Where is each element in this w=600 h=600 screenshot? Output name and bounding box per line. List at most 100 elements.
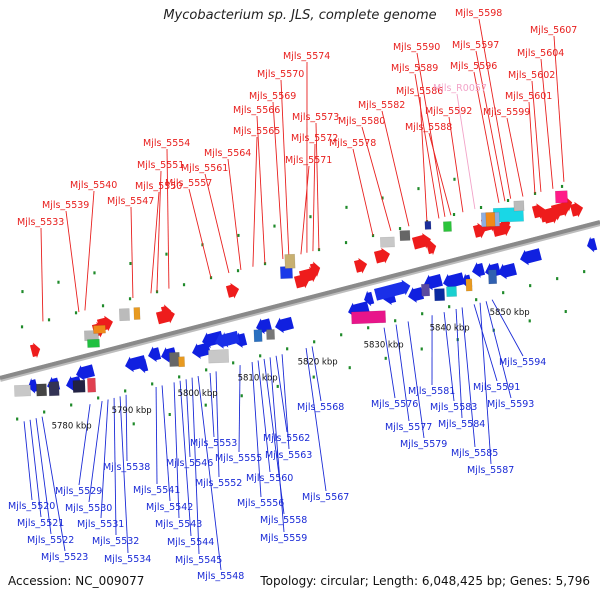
gene-label[interactable]: Mjls_5546 bbox=[166, 458, 213, 469]
reverse-gene-arrow bbox=[364, 290, 375, 307]
gene-label[interactable]: Mjls_5556 bbox=[237, 498, 284, 509]
label-connector bbox=[416, 52, 446, 217]
gene-label[interactable]: Mjls_5533 bbox=[17, 217, 64, 228]
gene-label[interactable]: Mjls_5604 bbox=[517, 48, 564, 59]
gene-label[interactable]: Mjls_5568 bbox=[297, 402, 344, 413]
tick-mark bbox=[97, 396, 100, 400]
tick-mark bbox=[479, 205, 483, 209]
forward-gene-arrow bbox=[160, 304, 172, 320]
gene-label[interactable]: Mjls_5593 bbox=[487, 399, 534, 410]
gene-label[interactable]: Mjls_5597 bbox=[452, 40, 499, 51]
label-connector bbox=[238, 365, 241, 453]
gene-label[interactable]: Mjls_5562 bbox=[263, 433, 310, 444]
gene-label[interactable]: Mjls_5543 bbox=[155, 519, 202, 530]
gene-label[interactable]: Mjls_5572 bbox=[291, 133, 338, 144]
gene-label[interactable]: Mjls_5589 bbox=[391, 63, 438, 74]
gene-label[interactable]: Mjls_5586 bbox=[396, 86, 443, 97]
gene-label[interactable]: Mjls_5551 bbox=[137, 160, 184, 171]
gene-label[interactable]: Mjls_5592 bbox=[425, 106, 472, 117]
gene-label[interactable]: Mjls_5579 bbox=[400, 439, 447, 450]
label-connector bbox=[281, 354, 290, 450]
gene-label[interactable]: Mjls_5582 bbox=[358, 100, 405, 111]
gene-label[interactable]: Mjls_5559 bbox=[260, 533, 307, 544]
tick-mark bbox=[182, 283, 186, 287]
gene-label[interactable]: Mjls_5602 bbox=[508, 70, 555, 81]
gene-label[interactable]: Mjls_5545 bbox=[175, 555, 222, 566]
gene-label[interactable]: Mjls_5523 bbox=[41, 552, 88, 563]
gene-label[interactable]: Mjls_5554 bbox=[143, 138, 190, 149]
gene-label[interactable]: Mjls_5532 bbox=[92, 536, 139, 547]
label-connector bbox=[312, 143, 316, 252]
gene-label[interactable]: Mjls_5584 bbox=[438, 419, 485, 430]
gene-label[interactable]: Mjls_5580 bbox=[338, 116, 385, 127]
gene-label[interactable]: Mjls_5540 bbox=[70, 180, 117, 191]
gene-label[interactable]: Mjls_5590 bbox=[393, 42, 440, 53]
reverse-gene-arrow bbox=[28, 378, 39, 394]
gene-label[interactable]: Mjls_5570 bbox=[257, 69, 304, 80]
gene-label[interactable]: Mjls_5550 bbox=[135, 181, 182, 192]
gene-label[interactable]: Mjls_5591 bbox=[473, 382, 520, 393]
gene-label[interactable]: Mjls_5542 bbox=[146, 502, 193, 513]
gene-label[interactable]: Mjls_5576 bbox=[371, 399, 418, 410]
gene-label[interactable]: Mjls_5573 bbox=[292, 112, 339, 123]
gene-label[interactable]: Mjls_5522 bbox=[27, 535, 74, 546]
gene-label[interactable]: Mjls_5599 bbox=[483, 107, 530, 118]
gene-label[interactable]: Mjls_5534 bbox=[104, 554, 151, 565]
label-connector bbox=[166, 148, 170, 289]
tick-mark bbox=[564, 310, 567, 314]
gene-label[interactable]: Mjls_5552 bbox=[195, 478, 242, 489]
gene-label[interactable]: Mjls_5578 bbox=[329, 138, 376, 149]
gene-label[interactable]: Mjls_5538 bbox=[103, 462, 150, 473]
gene-label[interactable]: Mjls_5560 bbox=[246, 473, 293, 484]
gene-label[interactable]: Mjls_5577 bbox=[385, 422, 432, 433]
gene-label[interactable]: Mjls_5571 bbox=[285, 155, 332, 166]
gene-label[interactable]: Mjls_5530 bbox=[65, 503, 112, 514]
label-connector bbox=[352, 148, 374, 236]
tick-mark bbox=[168, 412, 171, 416]
gene-label[interactable]: Mjls_5581 bbox=[408, 386, 455, 397]
tick-mark bbox=[528, 319, 531, 323]
gene-label[interactable]: Mjls_5601 bbox=[505, 91, 552, 102]
forward-gene-arrow bbox=[411, 233, 431, 250]
gene-block bbox=[253, 329, 263, 343]
gene-label[interactable]: Mjls_5564 bbox=[204, 148, 251, 159]
gene-label[interactable]: Mjls_5566 bbox=[233, 105, 280, 116]
gene-label[interactable]: Mjls_5596 bbox=[450, 61, 497, 72]
gene-label[interactable]: Mjls_5520 bbox=[8, 501, 55, 512]
gene-label[interactable]: Mjls_5544 bbox=[167, 537, 214, 548]
gene-label[interactable]: Mjls_R0057 bbox=[433, 83, 487, 94]
kbp-position-label: 5780 kbp bbox=[52, 422, 92, 432]
gene-label[interactable]: Mjls_5563 bbox=[265, 450, 312, 461]
gene-label[interactable]: Mjls_5569 bbox=[249, 91, 296, 102]
gene-label[interactable]: Mjls_5561 bbox=[181, 163, 228, 174]
gene-label[interactable]: Mjls_5588 bbox=[405, 122, 452, 133]
gene-label[interactable]: Mjls_5541 bbox=[133, 485, 180, 496]
gene-block bbox=[133, 307, 141, 320]
tick-mark bbox=[16, 417, 19, 421]
gene-label[interactable]: Mjls_5598 bbox=[455, 8, 502, 19]
gene-label[interactable]: Mjls_5607 bbox=[530, 25, 577, 36]
label-connectors bbox=[23, 18, 565, 571]
gene-label[interactable]: Mjls_5547 bbox=[107, 196, 154, 207]
gene-label[interactable]: Mjls_5558 bbox=[260, 515, 307, 526]
gene-label[interactable]: Mjls_5548 bbox=[197, 571, 244, 582]
accession-text: Accession: NC_009077 bbox=[8, 574, 145, 588]
gene-label[interactable]: Mjls_5539 bbox=[42, 200, 89, 211]
gene-label[interactable]: Mjls_5583 bbox=[430, 402, 477, 413]
gene-label[interactable]: Mjls_5585 bbox=[451, 448, 498, 459]
gene-label[interactable]: Mjls_5565 bbox=[233, 126, 280, 137]
gene-label[interactable]: Mjls_5594 bbox=[499, 357, 546, 368]
tick-mark bbox=[47, 318, 51, 322]
gene-label[interactable]: Mjls_5557 bbox=[165, 178, 212, 189]
tick-mark bbox=[151, 382, 154, 386]
gene-label[interactable]: Mjls_5521 bbox=[17, 518, 64, 529]
gene-label[interactable]: Mjls_5587 bbox=[467, 465, 514, 476]
gene-label[interactable]: Mjls_5553 bbox=[190, 438, 237, 449]
gene-block bbox=[513, 200, 525, 212]
gene-label[interactable]: Mjls_5574 bbox=[283, 51, 330, 62]
gene-label[interactable]: Mjls_5567 bbox=[302, 492, 349, 503]
gene-label[interactable]: Mjls_5531 bbox=[77, 519, 124, 530]
kbp-position-label: 5840 kbp bbox=[430, 323, 470, 333]
gene-label[interactable]: Mjls_5555 bbox=[215, 453, 262, 464]
gene-label[interactable]: Mjls_5529 bbox=[55, 486, 102, 497]
